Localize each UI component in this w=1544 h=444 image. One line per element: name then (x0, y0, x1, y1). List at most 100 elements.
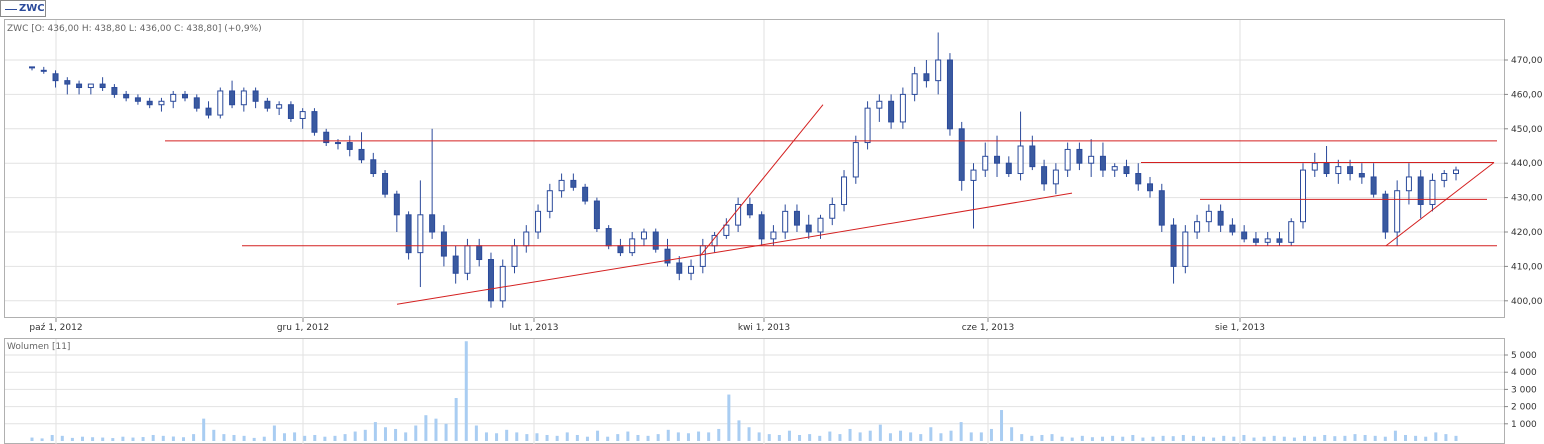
candle (1182, 225, 1189, 274)
volume-bar (414, 425, 418, 441)
volume-bar (1090, 437, 1094, 441)
price-tick-label: 410,00 (1511, 262, 1543, 272)
candle (1052, 163, 1059, 195)
candle (888, 94, 895, 129)
volume-bar (1444, 434, 1448, 441)
candle (358, 132, 365, 164)
volume-tick-label: 1 000 (1511, 420, 1537, 430)
candle (417, 180, 424, 288)
date-tick-label: paź 1, 2012 (29, 323, 82, 333)
volume-bar (737, 420, 741, 441)
candle (1005, 156, 1012, 177)
volume-bar (1242, 434, 1246, 441)
candle (1311, 152, 1318, 177)
candle (1158, 183, 1165, 232)
volume-bar (293, 432, 297, 441)
date-tick-label: cze 1, 2013 (962, 323, 1014, 333)
volume-bar (828, 431, 832, 441)
volume-panel-frame (4, 338, 1505, 444)
price-candles (29, 32, 1459, 308)
candle (217, 87, 224, 119)
volume-bar (1333, 436, 1337, 441)
volume-bar (626, 431, 630, 441)
volume-bar (333, 435, 337, 441)
volume-tick-label: 5 000 (1511, 351, 1537, 361)
volume-bar (575, 434, 579, 441)
volume-bar (444, 423, 448, 441)
candle (958, 121, 965, 191)
candle (1076, 142, 1083, 171)
volume-bar (282, 433, 286, 441)
date-tick-label: sie 1, 2013 (1215, 323, 1265, 333)
series-legend-tab[interactable]: ZWC (0, 0, 46, 17)
candle (287, 101, 294, 122)
candle (1394, 180, 1401, 246)
volume-bar (505, 429, 509, 441)
volume-bar (697, 431, 701, 441)
price-info-label: ZWC [O: 436,00 H: 438,80 L: 436,00 C: 43… (7, 24, 262, 34)
volume-bar (202, 418, 206, 441)
candle (264, 97, 271, 112)
volume-tick-label: 2 000 (1511, 403, 1537, 413)
volume-bar (1393, 430, 1397, 441)
volume-bar (161, 435, 165, 441)
volume-bar (192, 434, 196, 441)
volume-bar (495, 433, 499, 441)
volume-bar (394, 428, 398, 441)
volume-bar (959, 422, 963, 441)
volume-bar (80, 436, 84, 441)
candle (1194, 214, 1201, 239)
volume-bar (464, 341, 468, 441)
candle (782, 204, 789, 239)
volume-bar (131, 437, 135, 441)
volume-bar (323, 436, 327, 441)
volume-bar (1101, 436, 1105, 441)
candle (1135, 163, 1142, 191)
candle (1088, 139, 1095, 177)
volume-bar (909, 432, 913, 441)
volume-bar (565, 432, 569, 441)
volume-bar (181, 437, 185, 441)
volume-bar (1424, 436, 1428, 441)
volume-bar (1282, 436, 1286, 441)
volume-bar (888, 433, 892, 441)
candle (76, 80, 83, 95)
volume-bar (272, 425, 276, 441)
volume-bar (1343, 435, 1347, 441)
candle (499, 259, 506, 308)
candle (346, 135, 353, 157)
price-tick-label: 460,00 (1511, 90, 1543, 100)
volume-bar (1373, 435, 1377, 441)
volume-bars (30, 341, 1458, 441)
candle (593, 197, 600, 232)
volume-bar (1070, 437, 1074, 441)
volume-bar (30, 437, 34, 441)
volume-bar (1020, 434, 1024, 441)
volume-bar (1272, 435, 1276, 441)
candle (1041, 159, 1048, 191)
candle (181, 90, 188, 102)
volume-bar (878, 424, 882, 441)
volume-bar (1313, 436, 1317, 441)
candle (1382, 190, 1389, 239)
volume-bar (717, 428, 721, 441)
candle (899, 87, 906, 129)
volume-bar (1121, 436, 1125, 441)
volume-bar (212, 429, 216, 441)
volume-bar (1222, 435, 1226, 441)
candle (911, 66, 918, 102)
volume-bar (787, 430, 791, 441)
candle (982, 142, 989, 177)
volume-bar (373, 422, 377, 441)
candle (393, 190, 400, 232)
volume-bar (798, 434, 802, 441)
price-tick-label: 400,00 (1511, 297, 1543, 307)
volume-bar (858, 432, 862, 441)
volume-bar (1181, 434, 1185, 441)
volume-bar (686, 433, 690, 441)
volume-bar (121, 436, 125, 441)
volume-bar (676, 432, 680, 441)
candle (1099, 142, 1106, 177)
volume-bar (1323, 434, 1327, 441)
